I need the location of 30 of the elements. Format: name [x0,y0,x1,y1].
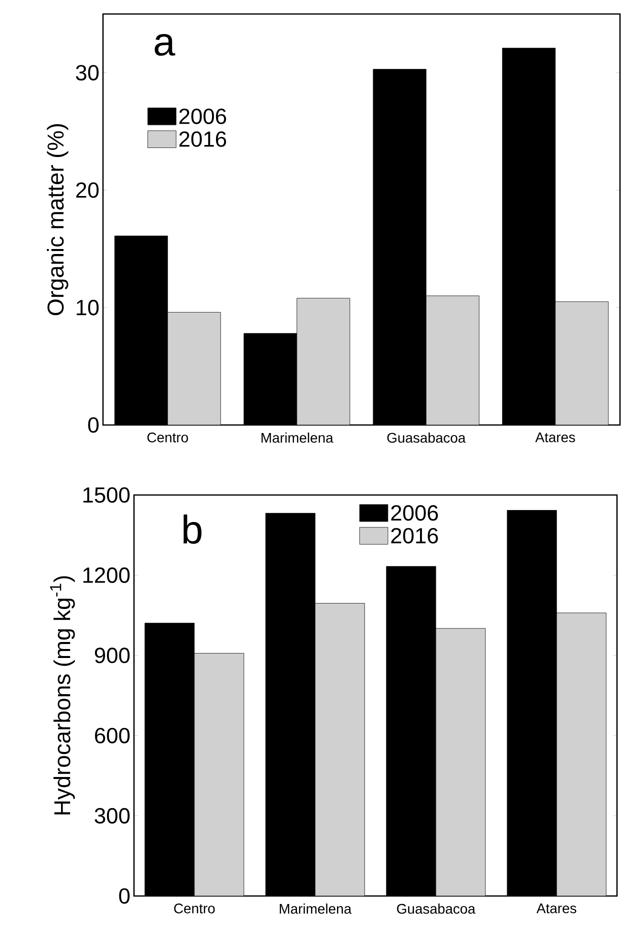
x-tick-label: Guasabacoa [397,904,476,914]
x-tick-label: Centro [174,904,215,914]
y-tick-label: 30 [76,64,99,80]
x-tick-label: Atares [535,432,576,442]
annotation: a [154,34,176,56]
x-tick-label: Atares [536,904,576,914]
x-tick-label: Marimelena [262,432,334,443]
legend-label: 2006 [391,505,438,521]
y-tick-label: 0 [88,417,99,433]
legend-label: 2016 [391,528,438,544]
annotation: b [184,514,202,544]
y-tick-label: 0 [119,888,130,904]
bar [315,603,365,896]
y-tick-label: 10 [76,300,99,316]
bar [436,628,486,896]
y-tick-label: 300 [94,808,130,824]
y-tick-label: 20 [76,182,99,198]
legend-label: 2006 [179,108,226,124]
y-tick-label: 900 [94,648,130,664]
y-tick-label: 1500 [83,487,130,503]
bar [556,612,606,896]
x-tick-label: Centro [147,432,188,442]
y-axis-title: Hydrocarbons (mg kg$^{-1}$) [50,576,75,814]
y-tick-label: 600 [95,728,130,744]
x-tick-label: Marimelena [280,904,352,914]
y-tick-label: 1200 [83,567,130,583]
bar [194,653,244,896]
y-axis-title: Organic matter (%) [46,124,68,316]
legend-label: 2016 [179,131,226,147]
x-tick-label: Guasabacoa [387,432,466,443]
